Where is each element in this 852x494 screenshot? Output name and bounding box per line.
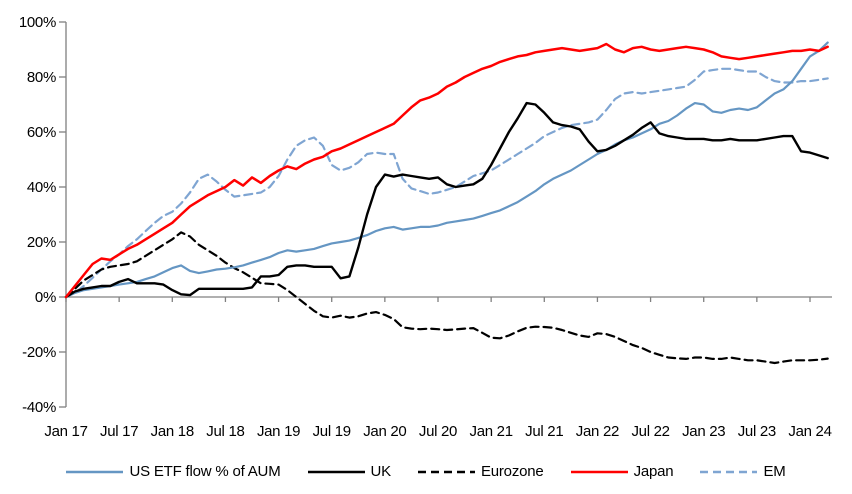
series-line-em — [64, 67, 829, 299]
legend-label-us-etf-flow-of-aum: US ETF flow % of AUM — [129, 463, 281, 480]
series-line-us-etf-flow-of-aum — [64, 41, 829, 299]
legend: US ETF flow % of AUM UK Eurozone Japan EM — [0, 463, 852, 480]
y-axis-label: -40% — [22, 399, 56, 416]
x-axis-label: Jan 22 — [576, 423, 619, 440]
y-axis-label: 100% — [19, 14, 56, 31]
x-axis-label: Jul 17 — [100, 423, 138, 440]
x-axis-label: Jan 19 — [257, 423, 300, 440]
series-line-eurozone — [64, 231, 829, 365]
y-axis-label: 0% — [35, 289, 56, 306]
legend-item-japan: Japan — [570, 463, 674, 480]
y-axis-label: 40% — [27, 179, 56, 196]
y-axis-label: -20% — [22, 344, 56, 361]
legend-line-sample-eurozone — [417, 470, 475, 473]
legend-label-uk: UK — [370, 463, 392, 480]
x-axis-label: Jan 21 — [470, 423, 513, 440]
x-axis-label: Jul 23 — [738, 423, 776, 440]
x-axis-label: Jan 17 — [44, 423, 87, 440]
x-axis-label: Jul 19 — [313, 423, 351, 440]
legend-line-sample-us-etf-flow-of-aum — [66, 470, 124, 473]
legend-item-eurozone: Eurozone — [417, 463, 544, 480]
x-axis-label: Jan 23 — [682, 423, 725, 440]
x-axis-label: Jan 18 — [151, 423, 194, 440]
y-axis-label: 60% — [27, 124, 56, 141]
legend-item-us-etf-flow-of-aum: US ETF flow % of AUM — [66, 463, 281, 480]
x-axis-label: Jul 20 — [419, 423, 457, 440]
legend-label-em: EM — [763, 463, 786, 480]
x-axis-label: Jan 20 — [363, 423, 406, 440]
series-line-uk — [64, 101, 829, 299]
legend-line-sample-japan — [570, 470, 628, 473]
legend-line-sample-uk — [307, 470, 365, 473]
legend-line-sample-em — [700, 470, 758, 473]
x-axis-label: Jul 22 — [631, 423, 669, 440]
legend-label-japan: Japan — [633, 463, 674, 480]
legend-item-uk: UK — [307, 463, 392, 480]
legend-label-eurozone: Eurozone — [480, 463, 544, 480]
x-axis-label: Jul 18 — [206, 423, 244, 440]
legend-item-em: EM — [700, 463, 786, 480]
y-axis-label: 20% — [27, 234, 56, 251]
x-axis-label: Jan 24 — [788, 423, 831, 440]
x-axis-label: Jul 21 — [525, 423, 563, 440]
series-line-japan — [64, 42, 829, 299]
plot-area: -40% -20% 0% 20% 40% 60% 80% 100% Jan 17 Jul 17 Ja… — [19, 14, 832, 440]
y-axis-label: 80% — [27, 69, 56, 86]
